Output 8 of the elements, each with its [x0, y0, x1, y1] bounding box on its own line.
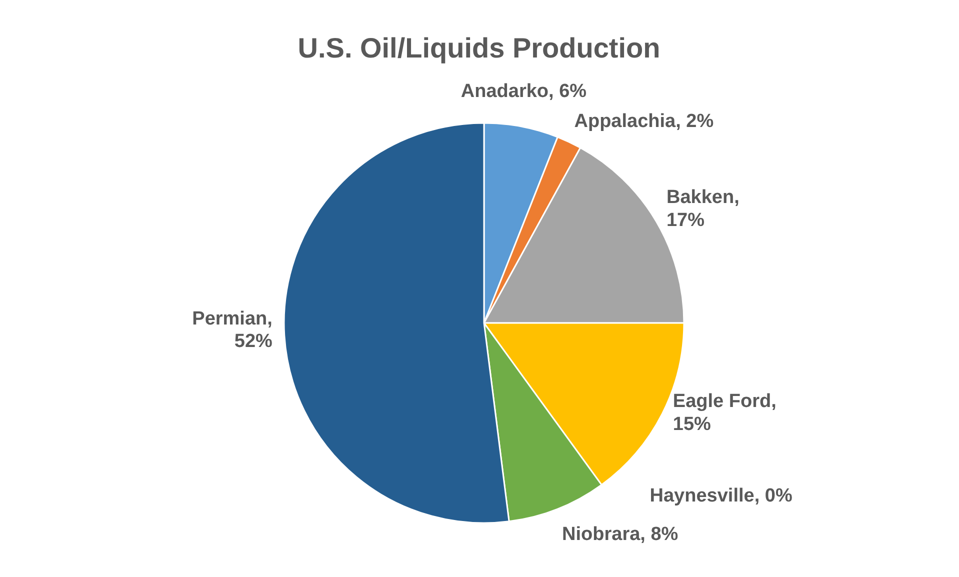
slice-label: Anadarko, 6% — [460, 80, 587, 102]
slice-label: Appalachia, 2% — [574, 111, 714, 132]
slice-label: Bakken, 17% — [666, 187, 740, 231]
slice-label: Eagle Ford, 15% — [672, 391, 776, 436]
chart-title: U.S. Oil/Liquids Production — [298, 32, 660, 64]
category-label: Haynesville, 0% — [650, 486, 792, 507]
slice-label: Niobrara, 8% — [562, 524, 678, 546]
slice-label: Permian, 52% — [192, 308, 273, 352]
